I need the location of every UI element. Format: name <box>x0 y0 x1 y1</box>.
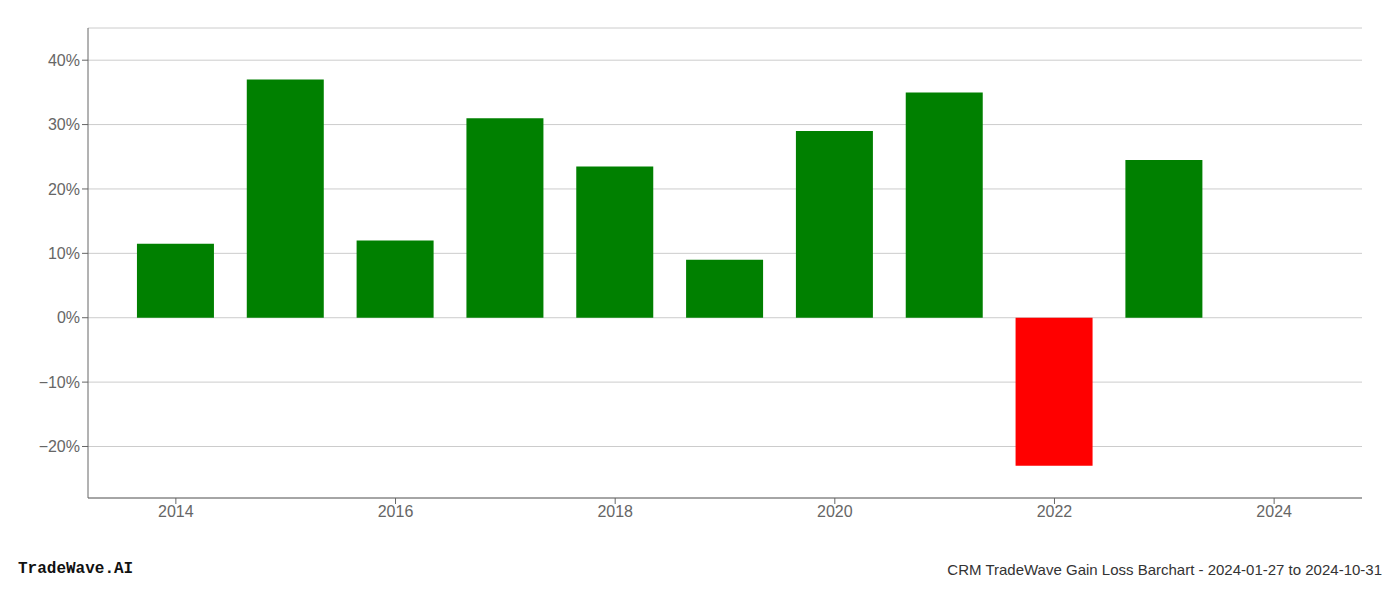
svg-text:−20%: −20% <box>39 438 80 455</box>
svg-text:2018: 2018 <box>597 503 633 520</box>
svg-text:20%: 20% <box>48 181 80 198</box>
svg-text:2014: 2014 <box>158 503 194 520</box>
html-text:TradeWave.AI: TradeWave.AI <box>18 560 134 578</box>
svg-text:2016: 2016 <box>378 503 414 520</box>
svg-text:10%: 10% <box>48 245 80 262</box>
svg-text:30%: 30% <box>48 116 80 133</box>
svg-text:2020: 2020 <box>817 503 853 520</box>
svg-text:−10%: −10% <box>39 374 80 391</box>
svg-text:40%: 40% <box>48 52 80 69</box>
html-text:CRM TradeWave Gain Loss Barcha: CRM TradeWave Gain Loss Barchart - 2024-… <box>947 561 1382 578</box>
svg-text:2024: 2024 <box>1256 503 1292 520</box>
svg-text:0%: 0% <box>57 309 80 326</box>
svg-text:2022: 2022 <box>1037 503 1073 520</box>
